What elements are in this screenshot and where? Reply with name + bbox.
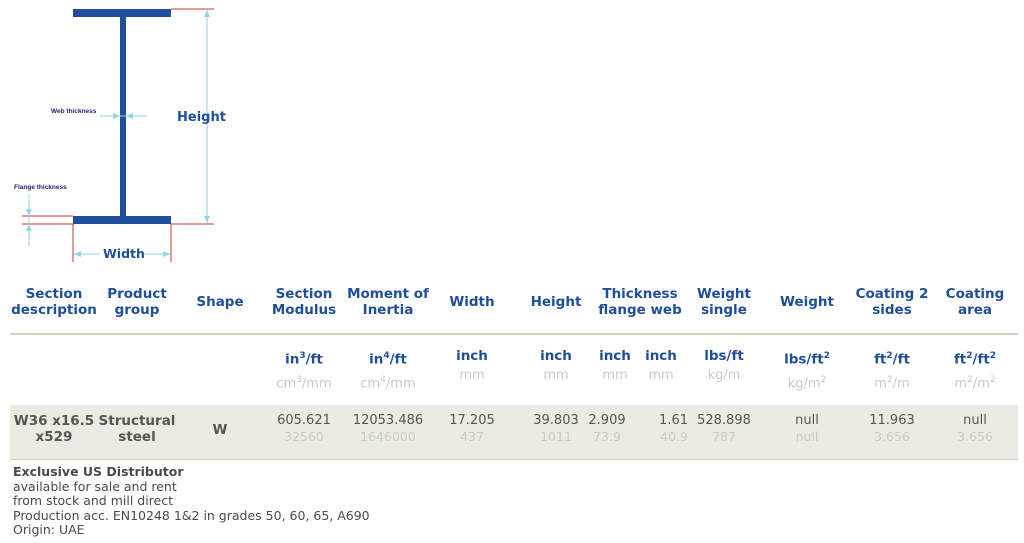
unit-width: inch mm [456,348,488,383]
notes-line: Production acc. EN10248 1&2 in grades 50… [13,507,370,523]
cell-flange-thickness: 2.909 73.9 [588,413,626,444]
cell-section-description: W36 x16.5 x529 [13,413,95,445]
header-weight-single: Weight single [697,286,751,318]
web-thickness-label: Web thickness [51,108,97,115]
row-divider [10,459,1018,460]
cell-coating-2-sides: 11.963 3.656 [869,413,915,444]
top-flange [73,9,171,17]
cell-section-modulus: 605.621 32560 [277,413,331,444]
unit-web: inch mm [645,348,677,383]
cell-product-group: Structural steel [98,413,176,445]
notes-title: Exclusive US Distributor [13,464,184,479]
bottom-flange [73,216,171,224]
header-width: Width [449,294,495,310]
cell-width: 17.205 437 [449,413,495,444]
height-label: Height [177,110,226,125]
header-shape: Shape [196,294,244,310]
header-section-description: Section description [11,286,97,318]
table-row [10,405,1018,459]
cell-weight: null null [795,413,819,444]
unit-coating-2-sides: ft2/ft m2/m [874,351,910,391]
unit-section-modulus: in3/ft cm3/mm [276,351,332,391]
header-thickness: Thickness flange web [598,286,682,318]
unit-height: inch mm [540,348,572,383]
unit-coating-area: ft2/ft2 m2/m2 [953,351,997,391]
unit-flange: inch mm [599,348,631,383]
cell-weight-single: 528.898 787 [697,413,751,444]
distributor-notes: Exclusive US Distributor available for s… [13,464,370,538]
cell-moment-of-inertia: 12053.486 1646000 [352,413,424,444]
unit-weight: lbs/ft2 kg/m2 [784,351,830,391]
cell-web-thickness: 1.61 40.9 [659,413,688,444]
header-section-modulus: Section Modulus [271,286,337,318]
header-moment-of-inertia: Moment of Inertia [347,286,429,318]
notes-line: available for sale and rent [13,478,177,494]
i-beam-diagram: Web thickness Height Flange thickness Wi… [14,8,226,262]
header-divider [10,333,1018,335]
header-weight: Weight [780,294,834,310]
header-coating-area: Coating area [945,286,1005,318]
cell-coating-area: null 3.656 [957,413,993,444]
header-product-group: Product group [107,286,167,318]
flange-thickness-label: Flange thickness [14,184,67,191]
cell-height: 39.803 1011 [533,413,579,444]
unit-moment-of-inertia: in4/ft cm4/mm [360,351,416,391]
cell-shape: W [212,422,228,438]
width-label: Width [103,246,145,261]
header-height: Height [530,294,582,310]
header-coating-2-sides: Coating 2 sides [855,286,929,318]
notes-line: Origin: UAE [13,522,85,537]
unit-weight-single: lbs/ft kg/m [704,348,744,383]
notes-line: from stock and mill direct [13,493,174,508]
